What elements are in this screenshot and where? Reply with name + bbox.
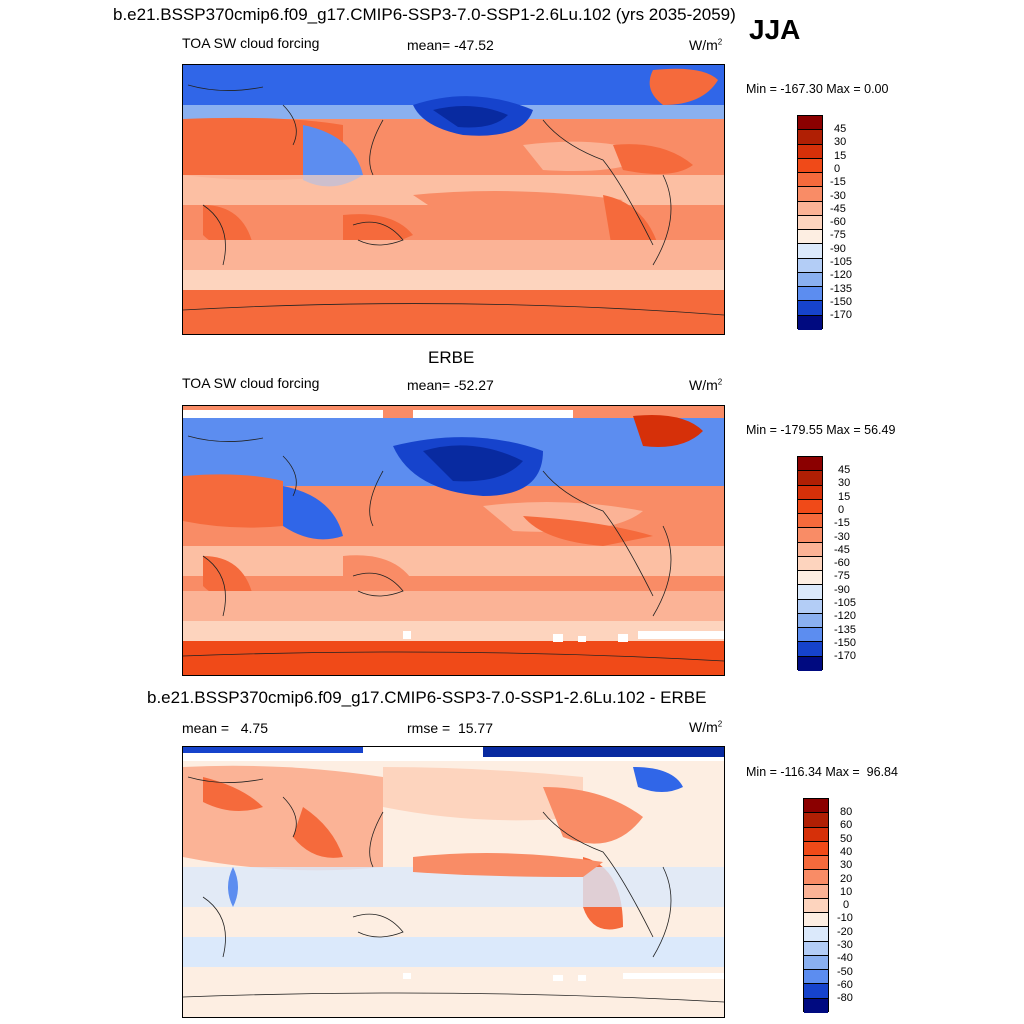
panel1-variable-label: TOA SW cloud forcing — [182, 35, 320, 51]
colorbar-tick: 60 — [840, 819, 853, 832]
colorbar-tick: 10 — [840, 885, 853, 898]
colorbar-tick: 45 — [834, 123, 847, 135]
colorbar-tick: -75 — [834, 570, 850, 583]
colorbar-tick: 0 — [838, 503, 845, 516]
colorbar-tick: -45 — [830, 202, 846, 215]
colorbar-tick: -60 — [837, 978, 853, 991]
colorbar-tick: -135 — [834, 623, 857, 636]
colorbar-tick: -150 — [834, 636, 857, 649]
panel1-map-field — [183, 65, 724, 334]
colorbar-tick: -120 — [830, 269, 853, 282]
colorbar-tick: 20 — [840, 872, 853, 885]
panel3-colorbar — [803, 798, 829, 1013]
panel3-rmse-label: rmse = 15.77 — [407, 720, 493, 736]
panel2-variable-label: TOA SW cloud forcing — [182, 375, 320, 391]
panel2-mean-label: mean= -52.27 — [407, 377, 494, 393]
colorbar-tick: -15 — [830, 176, 846, 189]
colorbar-tick: -170 — [830, 309, 853, 322]
colorbar-tick: 30 — [838, 477, 851, 490]
panel3-map — [182, 746, 725, 1018]
colorbar-tick: -90 — [830, 242, 846, 255]
panel1-minmax-label: Min = -167.30 Max = 0.00 — [746, 82, 889, 96]
colorbar-tick: -75 — [830, 229, 846, 242]
colorbar-tick: 50 — [840, 832, 853, 845]
panel2-map-field — [183, 406, 724, 675]
colorbar-tick: -10 — [837, 912, 853, 925]
colorbar-tick: -120 — [834, 610, 857, 623]
colorbar-tick: -150 — [830, 295, 853, 308]
colorbar-tick: -40 — [837, 952, 853, 965]
colorbar-tick: -135 — [830, 282, 853, 295]
panel3-title: b.e21.BSSP370cmip6.f09_g17.CMIP6-SSP3-7.… — [147, 688, 707, 707]
colorbar-tick: 15 — [838, 490, 851, 503]
colorbar-tick: 30 — [834, 136, 847, 149]
panel2-colorbar — [797, 456, 823, 671]
colorbar-tick: -105 — [834, 597, 857, 609]
colorbar-tick: -60 — [834, 557, 850, 570]
colorbar-tick: -170 — [834, 650, 857, 663]
colorbar-tick: -90 — [834, 583, 850, 596]
colorbar-tick: 30 — [840, 859, 853, 872]
colorbar-tick: -20 — [837, 925, 853, 938]
panel1-units-label: W/m2 — [689, 37, 723, 53]
colorbar-tick: -60 — [830, 216, 846, 229]
colorbar-tick: -45 — [834, 543, 850, 556]
panel2-map — [182, 405, 725, 676]
colorbar-tick: -50 — [837, 965, 853, 978]
colorbar-tick: 0 — [843, 899, 850, 912]
colorbar-tick: 0 — [834, 162, 841, 175]
colorbar-tick: -105 — [830, 256, 853, 268]
panel2-title: ERBE — [428, 348, 475, 367]
panel1-mean-label: mean= -47.52 — [407, 37, 494, 53]
season-label: JJA — [749, 14, 801, 45]
panel2-units-label: W/m2 — [689, 377, 723, 393]
colorbar-tick: 15 — [834, 149, 847, 162]
colorbar-tick: -30 — [834, 530, 850, 543]
panel3-units-label: W/m2 — [689, 719, 723, 735]
panel3-map-field — [183, 747, 724, 1017]
colorbar-tick: 45 — [838, 464, 851, 476]
run-title: b.e21.BSSP370cmip6.f09_g17.CMIP6-SSP3-7.… — [113, 5, 736, 24]
panel1-map — [182, 64, 725, 335]
colorbar-tick: -80 — [837, 992, 853, 1005]
colorbar-tick: 80 — [840, 806, 853, 818]
colorbar-tick: 40 — [840, 845, 853, 858]
panel3-minmax-label: Min = -116.34 Max = 96.84 — [746, 765, 898, 779]
panel3-mean-label: mean = 4.75 — [182, 720, 269, 736]
panel2-minmax-label: Min = -179.55 Max = 56.49 — [746, 423, 896, 437]
colorbar-tick: -15 — [834, 517, 850, 530]
colorbar-tick: -30 — [837, 939, 853, 951]
colorbar-tick: -30 — [830, 189, 846, 202]
panel1-colorbar — [797, 115, 823, 330]
